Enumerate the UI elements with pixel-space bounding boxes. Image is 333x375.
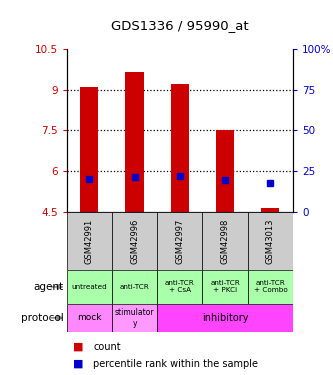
Bar — [112, 270, 157, 304]
Text: GSM42991: GSM42991 — [85, 218, 94, 264]
Bar — [126, 72, 144, 212]
Bar — [80, 87, 98, 212]
Bar — [157, 304, 293, 332]
Text: GDS1336 / 95990_at: GDS1336 / 95990_at — [111, 19, 249, 32]
Bar — [261, 208, 279, 212]
Text: untreated: untreated — [71, 284, 107, 290]
Text: percentile rank within the sample: percentile rank within the sample — [93, 359, 258, 369]
Bar — [67, 270, 112, 304]
Text: GSM42998: GSM42998 — [220, 218, 230, 264]
Bar — [216, 130, 234, 212]
Bar — [248, 270, 293, 304]
Text: ■: ■ — [73, 359, 84, 369]
Text: GSM42997: GSM42997 — [175, 218, 184, 264]
Text: anti-TCR
+ PKCi: anti-TCR + PKCi — [210, 280, 240, 293]
Text: protocol: protocol — [21, 313, 63, 323]
Text: inhibitory: inhibitory — [202, 313, 248, 323]
Bar — [67, 304, 112, 332]
Text: stimulator
y: stimulator y — [115, 308, 154, 327]
Text: count: count — [93, 342, 121, 352]
Text: ■: ■ — [73, 342, 84, 352]
Bar — [202, 212, 248, 270]
Text: anti-TCR
+ CsA: anti-TCR + CsA — [165, 280, 195, 293]
Bar — [157, 212, 202, 270]
Bar — [202, 270, 248, 304]
Bar — [67, 212, 112, 270]
Bar — [112, 304, 157, 332]
Bar — [248, 212, 293, 270]
Text: anti-TCR: anti-TCR — [120, 284, 150, 290]
Text: GSM42996: GSM42996 — [130, 218, 139, 264]
Bar — [112, 212, 157, 270]
Text: GSM43013: GSM43013 — [266, 218, 275, 264]
Bar — [171, 84, 189, 212]
Text: anti-TCR
+ Combo: anti-TCR + Combo — [253, 280, 287, 293]
Text: mock: mock — [77, 314, 102, 322]
Bar — [157, 270, 202, 304]
Text: agent: agent — [33, 282, 63, 292]
